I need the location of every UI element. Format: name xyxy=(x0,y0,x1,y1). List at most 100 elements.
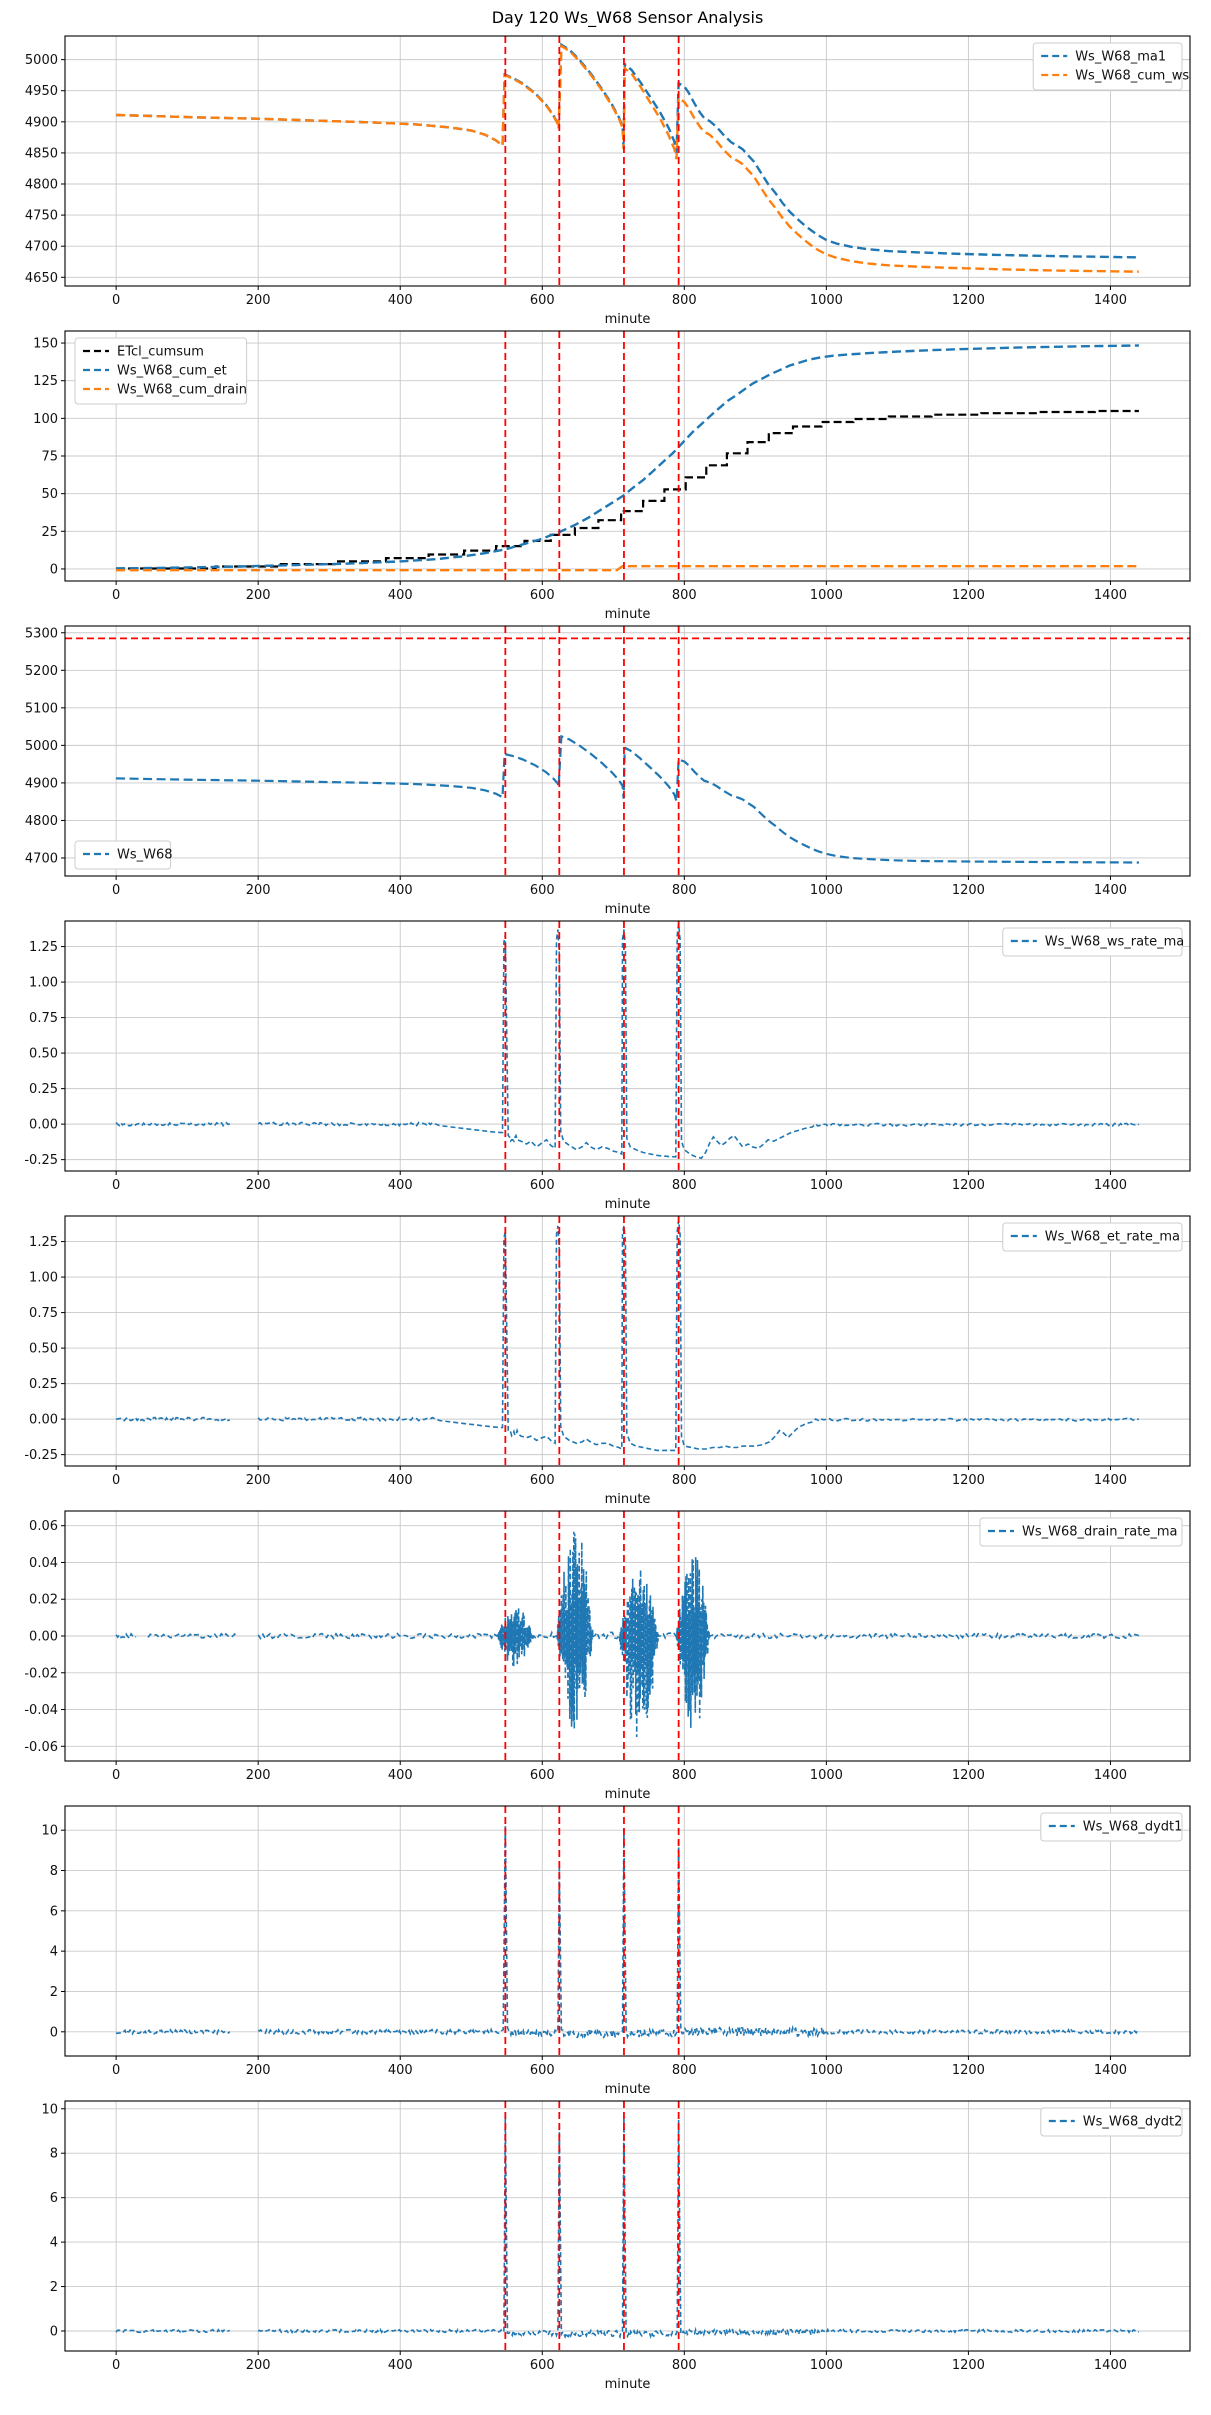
x-tick-label: 400 xyxy=(388,293,413,308)
x-tick-label: 0 xyxy=(112,2063,120,2078)
x-tick-label: 200 xyxy=(246,883,271,898)
axes-frame xyxy=(64,920,1191,1172)
subplot-ws-raw: 0 200 400 600 800 1000 1200 1400 4700 4800 4900 500… xyxy=(25,625,1191,917)
y-tick-label: 0.02 xyxy=(29,1593,58,1608)
legend: Ws_W68_dydt2 xyxy=(1040,2107,1183,2137)
x-tick-label: 800 xyxy=(672,293,697,308)
y-tick-label: 10 xyxy=(41,2102,58,2117)
x-tick-label: 400 xyxy=(388,2358,413,2373)
series-Ws_W68_ma1 xyxy=(116,42,1139,259)
y-tick-label: 2 xyxy=(50,1985,58,2000)
x-tick-label: 800 xyxy=(672,883,697,898)
y-tick-label: -0.06 xyxy=(24,1740,58,1755)
x-axis-label: minute xyxy=(605,2377,651,2392)
legend-label: Ws_W68_dydt1 xyxy=(1083,1820,1183,1835)
x-tick-label: 600 xyxy=(530,2063,555,2078)
y-tick-label: 4850 xyxy=(25,146,58,161)
y-tick-label: 0 xyxy=(50,2325,58,2340)
y-tick-label: 0 xyxy=(50,562,58,577)
x-tick-label: 1200 xyxy=(952,1473,985,1488)
subplot-cumulative: 0 200 400 600 800 1000 1200 1400 0 25 50 75 100 125 15… xyxy=(33,330,1191,622)
series-Ws_W68_dydt2 xyxy=(115,2115,1139,2340)
y-tick-label: 0.00 xyxy=(29,1413,58,1428)
x-tick-label: 0 xyxy=(112,1473,120,1488)
y-tick-label: -0.02 xyxy=(24,1666,58,1681)
x-tick-label: 400 xyxy=(388,1768,413,1783)
x-tick-label: 600 xyxy=(530,1473,555,1488)
x-tick-label: 800 xyxy=(672,1473,697,1488)
y-tick-label: 0.25 xyxy=(29,1377,58,1392)
series-Ws_W68_cum_ws xyxy=(116,43,1139,273)
legend-label: Ws_W68_ws_rate_ma xyxy=(1045,935,1184,950)
y-tick-label: 4800 xyxy=(25,814,58,829)
legend: ETcl_cumsum Ws_W68_cum_et Ws_W68_cum_drain xyxy=(74,337,248,405)
y-tick-label: 10 xyxy=(41,1824,58,1839)
x-tick-label: 1400 xyxy=(1094,588,1127,603)
y-tick-label: 0.25 xyxy=(29,1082,58,1097)
y-tick-label: 75 xyxy=(41,450,58,465)
x-tick-label: 400 xyxy=(388,1473,413,1488)
y-tick-label: 0.50 xyxy=(29,1047,58,1062)
y-tick-label: 4900 xyxy=(25,776,58,791)
series-Ws_W68_drain_rate_ma xyxy=(115,1531,1140,1738)
x-tick-label: 200 xyxy=(246,2063,271,2078)
x-tick-label: 800 xyxy=(672,2358,697,2373)
x-tick-label: 0 xyxy=(112,883,120,898)
x-tick-label: 400 xyxy=(388,1178,413,1193)
x-tick-label: 1000 xyxy=(810,293,843,308)
axes-frame xyxy=(64,625,1191,877)
x-tick-label: 200 xyxy=(246,2358,271,2373)
x-tick-label: 1200 xyxy=(952,883,985,898)
y-tick-label: 0.75 xyxy=(29,1306,58,1321)
legend-label: Ws_W68 xyxy=(117,848,173,863)
y-tick-label: 6 xyxy=(50,2191,58,2206)
x-tick-label: 400 xyxy=(388,2063,413,2078)
x-tick-label: 600 xyxy=(530,293,555,308)
x-tick-label: 1200 xyxy=(952,1768,985,1783)
x-tick-label: 800 xyxy=(672,2063,697,2078)
y-tick-label: 0.75 xyxy=(29,1011,58,1026)
x-tick-label: 1000 xyxy=(810,1178,843,1193)
x-tick-label: 600 xyxy=(530,1178,555,1193)
y-tick-label: 0.04 xyxy=(29,1556,58,1571)
x-tick-label: 0 xyxy=(112,588,120,603)
y-tick-label: 0.00 xyxy=(29,1118,58,1133)
x-axis-label: minute xyxy=(605,2082,651,2097)
series-Ws_W68_dydt1 xyxy=(115,1821,1140,2040)
x-tick-label: 200 xyxy=(246,588,271,603)
legend-box xyxy=(1002,1222,1183,1252)
x-tick-label: 600 xyxy=(530,2358,555,2373)
x-tick-label: 1000 xyxy=(810,2358,843,2373)
legend-box xyxy=(1002,927,1183,957)
legend: Ws_W68_et_rate_ma xyxy=(1002,1222,1183,1252)
legend-box xyxy=(1040,1812,1183,1842)
y-tick-label: 5300 xyxy=(25,626,58,641)
x-tick-label: 600 xyxy=(530,1768,555,1783)
subplot-drain-rate-ma: 0 200 400 600 800 1000 1200 1400 -0.06 -0.04 -0.02… xyxy=(24,1510,1191,1802)
y-tick-label: 0.00 xyxy=(29,1630,58,1645)
x-axis-label: minute xyxy=(605,902,651,917)
subplot-ma1-cum-ws: 0 200 400 600 800 1000 1200 1400 4650 4700 4750 480… xyxy=(25,35,1191,327)
x-tick-label: 0 xyxy=(112,2358,120,2373)
legend-box xyxy=(1032,42,1183,91)
x-tick-label: 1400 xyxy=(1094,2358,1127,2373)
y-tick-label: -0.25 xyxy=(24,1448,58,1463)
y-tick-label: 50 xyxy=(41,487,58,502)
y-tick-label: 0 xyxy=(50,2025,58,2040)
x-axis-label: minute xyxy=(605,1492,651,1507)
x-tick-label: 1000 xyxy=(810,883,843,898)
axes-frame xyxy=(64,2100,1191,2352)
y-tick-label: 4650 xyxy=(25,271,58,286)
axes-frame xyxy=(64,1805,1191,2057)
y-tick-label: -0.25 xyxy=(24,1153,58,1168)
y-tick-label: 4700 xyxy=(25,851,58,866)
legend-box xyxy=(74,337,248,405)
y-tick-label: 100 xyxy=(33,412,58,427)
x-tick-label: 1400 xyxy=(1094,293,1127,308)
legend-box xyxy=(74,840,172,870)
y-tick-label: 1.25 xyxy=(29,1235,58,1250)
x-tick-label: 200 xyxy=(246,1473,271,1488)
y-tick-label: 5000 xyxy=(25,53,58,68)
legend: Ws_W68_ws_rate_ma xyxy=(1002,927,1184,957)
y-tick-label: 4750 xyxy=(25,209,58,224)
